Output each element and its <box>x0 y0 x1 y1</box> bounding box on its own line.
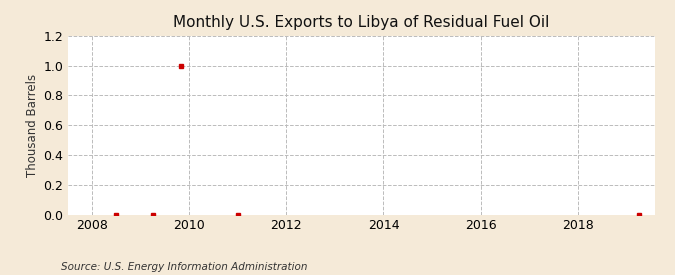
Text: Source: U.S. Energy Information Administration: Source: U.S. Energy Information Administ… <box>61 262 307 272</box>
Y-axis label: Thousand Barrels: Thousand Barrels <box>26 73 39 177</box>
Title: Monthly U.S. Exports to Libya of Residual Fuel Oil: Monthly U.S. Exports to Libya of Residua… <box>173 15 549 31</box>
